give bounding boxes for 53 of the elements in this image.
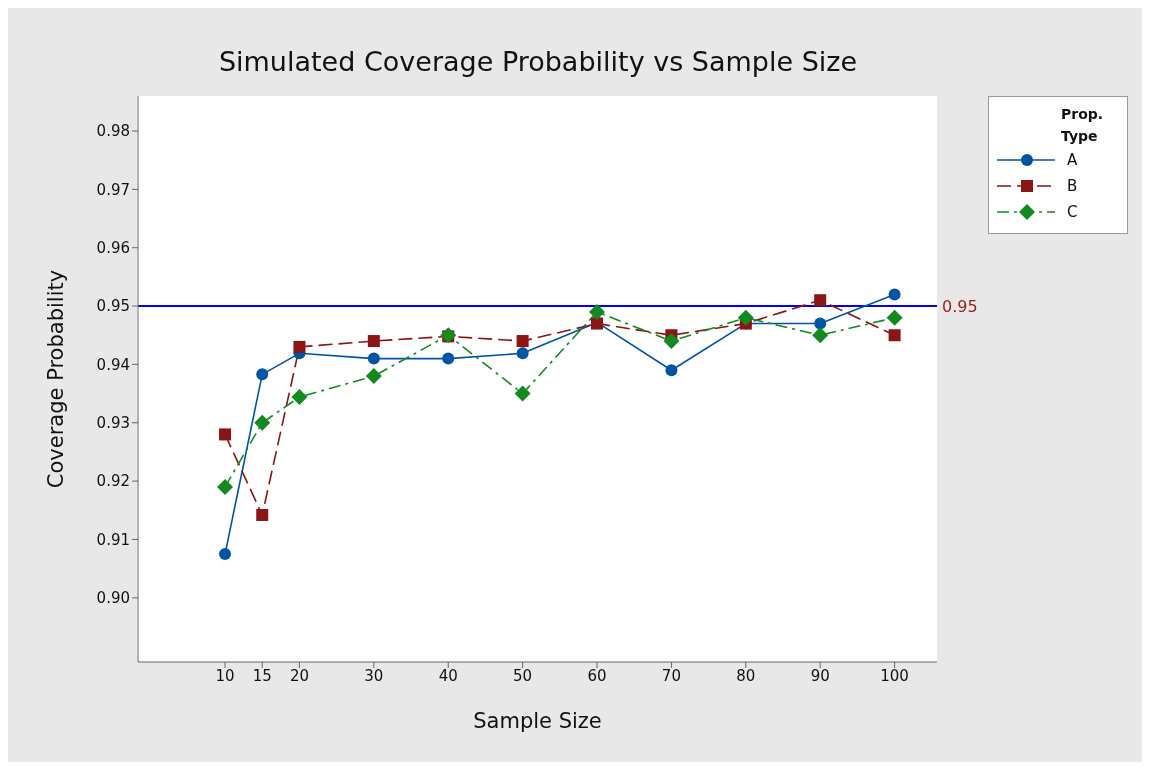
y-tick-label: 0.94 [96,355,130,374]
x-tick-label: 90 [810,666,830,685]
legend-label: C [1067,203,1078,221]
point [514,385,531,402]
point [217,478,234,495]
y-axis-title: Coverage Probability [44,269,69,489]
y-tick-label: 0.97 [96,180,130,199]
x-tick-label: 20 [289,666,309,685]
x-tick-label: 40 [438,666,458,685]
point [516,335,529,348]
y-tick-label: 0.93 [96,414,130,433]
ref-line-label: 0.95 [942,296,978,316]
point [219,548,232,561]
point [814,294,827,307]
point [367,335,380,348]
point [516,347,529,360]
y-tick-label: 0.98 [96,122,130,141]
point [888,329,901,342]
y-tick-label: 0.96 [96,239,130,258]
point [886,309,903,326]
x-tick-label: 70 [661,666,681,685]
point [293,340,306,353]
y-tick-label: 0.91 [96,530,130,549]
point [256,508,269,521]
point [589,303,606,320]
point [442,352,455,365]
x-tick-label: 60 [587,666,607,685]
x-tick-label: 50 [513,666,533,685]
legend-label: A [1067,151,1078,169]
chart-title: Simulated Coverage Probability vs Sample Size [217,46,859,77]
y-tick-label: 0.92 [96,472,130,491]
y-tick-label: 0.95 [96,297,130,316]
x-tick-label: 30 [364,666,384,685]
point [812,327,829,344]
point [888,288,901,301]
point [219,428,232,441]
x-tick-label: 80 [736,666,756,685]
x-tick-label: 10 [215,666,235,685]
y-tick-label: 0.90 [96,589,130,608]
legend-label: B [1067,177,1078,195]
point [367,352,380,365]
point [291,389,308,406]
point [254,414,271,431]
point [737,309,754,326]
point [365,368,382,385]
legend-title: Prop. Type [1061,105,1105,146]
point [256,368,269,381]
point [663,333,680,350]
point [814,317,827,330]
x-axis-title: Sample Size [473,709,602,733]
point [665,364,678,377]
x-tick-label: 100 [880,666,909,685]
x-tick-label: 15 [252,666,272,685]
